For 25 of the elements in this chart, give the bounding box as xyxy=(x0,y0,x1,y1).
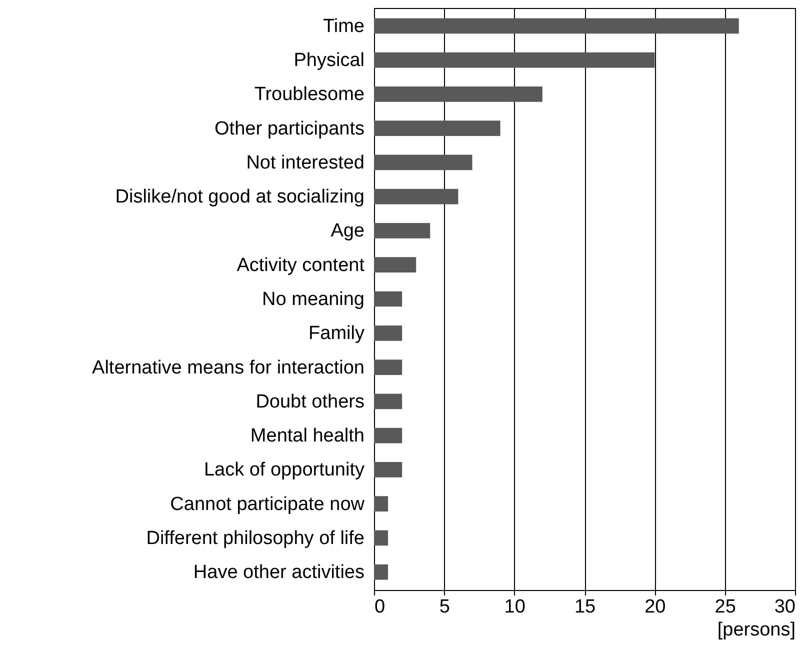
x-tick-label: 0 xyxy=(374,596,386,618)
y-tick-label: Doubt others xyxy=(256,391,364,412)
y-tick-label: Family xyxy=(308,323,365,344)
x-tick-label: 5 xyxy=(439,596,450,618)
y-tick-label: No meaning xyxy=(262,289,364,310)
y-tick-label: Other participants xyxy=(214,118,364,140)
x-axis-title: [persons] xyxy=(717,620,796,640)
y-tick-label: Lack of opportunity xyxy=(204,460,365,481)
y-tick-label: Troublesome xyxy=(254,84,364,106)
x-tick-label: 20 xyxy=(644,596,666,618)
x-tick-label: 15 xyxy=(574,596,596,618)
x-tick-label: 10 xyxy=(504,596,526,618)
y-tick-label: Time xyxy=(322,16,364,37)
y-tick-label: Mental health xyxy=(250,426,364,447)
y-tick-label: Have other activities xyxy=(193,562,364,584)
y-tick-label: Alternative means for interaction xyxy=(92,357,364,378)
y-tick-label: Different philosophy of life xyxy=(146,528,364,549)
y-tick-label: Activity content xyxy=(236,254,366,276)
y-tick-label: Dislike/not good at socializing xyxy=(115,186,364,208)
y-tick-label: Not interested xyxy=(246,152,364,174)
y-tick-label: Age xyxy=(330,220,364,242)
y-tick-label: Physical xyxy=(294,50,364,72)
x-tick-label: 30 xyxy=(774,596,796,618)
x-tick-label: 25 xyxy=(714,596,736,618)
y-tick-label: Cannot participate now xyxy=(170,494,365,515)
